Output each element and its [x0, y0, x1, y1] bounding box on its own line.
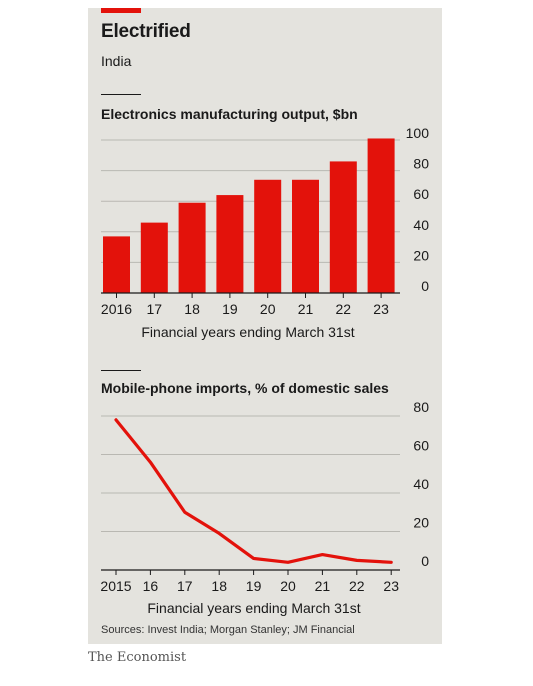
- chart1-bar: [140, 222, 168, 293]
- chart1-bar: [178, 202, 206, 293]
- chart1-y-tick-label: 0: [421, 278, 429, 294]
- chart1-x-tick-label: 19: [222, 301, 238, 317]
- brand-accent-tag: [101, 8, 141, 13]
- chart1-bar: [216, 195, 244, 293]
- chart2-x-tick-label: 2015: [100, 578, 131, 594]
- chart2-title-rule: [101, 370, 141, 371]
- chart1-bar: [254, 179, 282, 293]
- chart2-title: Mobile-phone imports, % of domestic sale…: [101, 380, 389, 396]
- chart1-title: Electronics manufacturing output, $bn: [101, 106, 358, 122]
- chart1-x-tick-label: 23: [373, 301, 389, 317]
- chart1-bar: [329, 161, 357, 293]
- chart1-x-axis-label: Financial years ending March 31st: [141, 324, 354, 340]
- chart1-x-tick-label: 20: [260, 301, 276, 317]
- chart2-y-tick-label: 0: [421, 553, 429, 569]
- chart2-y-tick-label: 60: [413, 438, 429, 454]
- chart1-y-tick-label: 60: [413, 186, 429, 202]
- chart2-y-tick-label: 80: [413, 399, 429, 415]
- page-title: Electrified: [101, 21, 191, 42]
- chart2-x-tick-label: 16: [143, 578, 159, 594]
- chart2-x-tick-label: 17: [177, 578, 193, 594]
- chart2-y-tick-label: 20: [413, 515, 429, 531]
- chart1-x-tick-label: 17: [147, 301, 163, 317]
- publisher-brand: The Economist: [88, 650, 187, 665]
- chart2-x-tick-label: 21: [315, 578, 331, 594]
- chart1-x-tick-label: 18: [184, 301, 200, 317]
- chart1-x-tick-label: 2016: [101, 301, 132, 317]
- chart1-bar: [103, 236, 130, 293]
- sources-note: Sources: Invest India; Morgan Stanley; J…: [101, 624, 355, 636]
- chart2-x-tick-label: 18: [211, 578, 227, 594]
- chart1-bar: [292, 179, 319, 293]
- chart2-y-tick-label: 40: [413, 476, 429, 492]
- chart1-y-tick-label: 100: [406, 125, 430, 141]
- chart-panel: [88, 8, 442, 644]
- chart2-x-tick-label: 20: [280, 578, 296, 594]
- chart2-x-tick-label: 19: [246, 578, 262, 594]
- chart2-x-axis-label: Financial years ending March 31st: [147, 600, 360, 616]
- chart1-x-tick-label: 21: [298, 301, 314, 317]
- chart1-title-rule: [101, 94, 141, 95]
- chart1-y-tick-label: 20: [413, 247, 429, 263]
- chart2-x-tick-label: 22: [349, 578, 365, 594]
- chart1-y-tick-label: 80: [413, 156, 429, 172]
- chart2-series-line: [114, 418, 393, 564]
- page-subtitle: India: [101, 53, 132, 69]
- chart1-y-tick-label: 40: [413, 217, 429, 233]
- chart2-x-tick-label: 23: [383, 578, 399, 594]
- chart1-x-tick-label: 22: [336, 301, 352, 317]
- chart1-bar: [367, 138, 395, 293]
